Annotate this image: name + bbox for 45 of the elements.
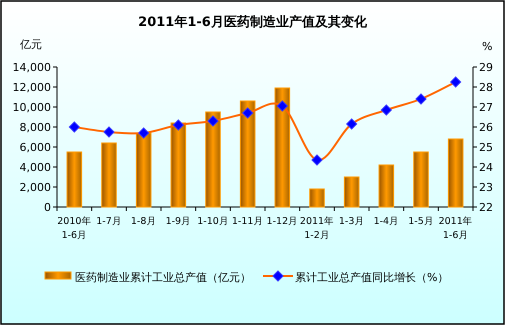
bar	[170, 122, 186, 208]
y-axis-title: 亿元	[19, 38, 42, 51]
legend-label: 累计工业总产值同比增长（%）	[295, 271, 448, 284]
y-tick-label: 0	[44, 201, 51, 214]
y-tick-label: 14,000	[12, 61, 51, 74]
x-tick-label: 2011年 1-6月	[438, 215, 473, 241]
y2-tick-label: 23	[479, 181, 493, 194]
bar	[413, 152, 429, 208]
y2-tick-label: 22	[479, 201, 493, 214]
bar	[136, 132, 152, 208]
x-tick-label: 1-9月	[166, 216, 192, 227]
y-tick-label: 8,000	[20, 121, 51, 134]
y2-tick-label: 28	[479, 81, 493, 94]
x-tick-label: 1-10月	[197, 216, 229, 227]
bar	[448, 138, 464, 208]
bar	[309, 188, 325, 208]
legend-label: 医药制造业累计工业总产值（亿元）	[75, 271, 251, 284]
x-tick-label: 1-5月	[408, 216, 434, 227]
y-tick-label: 10,000	[12, 101, 51, 114]
x-tick-label: 1-4月	[374, 216, 400, 227]
y-tick-label: 2,000	[20, 181, 51, 194]
bar	[66, 152, 82, 208]
x-tick-label: 1-7月	[96, 216, 122, 227]
x-tick-label: 1-11月	[232, 216, 264, 227]
bar	[240, 100, 256, 208]
bar	[205, 112, 221, 208]
bar	[378, 164, 394, 208]
x-tick-label: 2011年 1-2月	[300, 215, 334, 241]
y-tick-label: 12,000	[12, 81, 51, 94]
bar	[101, 142, 117, 208]
chart-title: 2011年1-6月医药制造业产值及其变化	[138, 14, 368, 30]
x-tick-label: 1-12月	[266, 216, 298, 227]
y2-tick-label: 29	[479, 61, 493, 74]
y-tick-label: 4,000	[20, 161, 51, 174]
bar	[344, 176, 360, 208]
y2-tick-label: 24	[479, 161, 493, 174]
y-tick-label: 6,000	[20, 141, 51, 154]
x-tick-label: 2010年 1-6月	[57, 215, 92, 241]
bar	[274, 88, 290, 208]
x-tick-label: 1-8月	[130, 216, 156, 227]
y2-axis-title: %	[482, 40, 492, 53]
y2-tick-label: 25	[479, 141, 493, 154]
y2-tick-label: 27	[479, 101, 493, 114]
y2-tick-label: 26	[479, 121, 493, 134]
x-tick-label: 1-3月	[338, 216, 364, 227]
